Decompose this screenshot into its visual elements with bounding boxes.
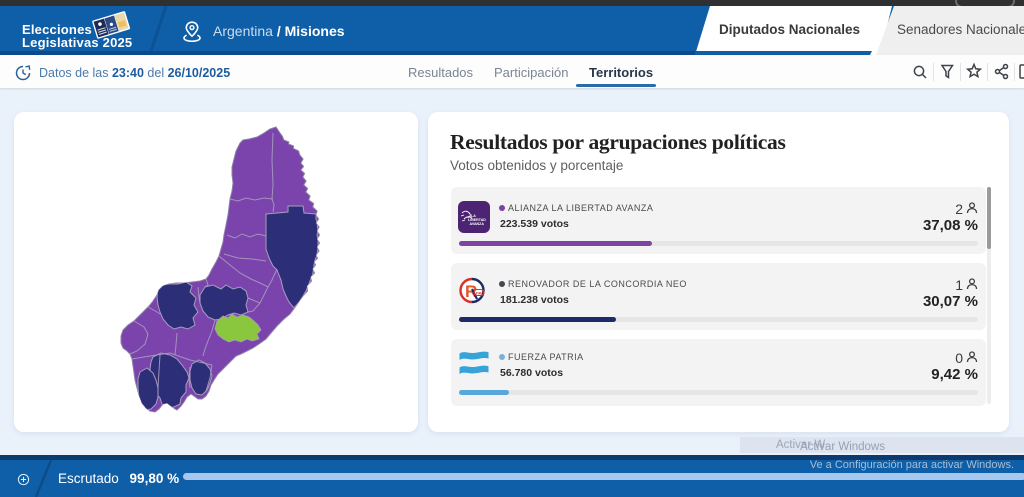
svg-text:LA: LA (471, 214, 476, 218)
svg-text:neo: neo (476, 291, 484, 296)
svg-text:R: R (465, 282, 477, 301)
svg-text:LIBERTAD: LIBERTAD (468, 218, 486, 222)
svg-text:AVANZA: AVANZA (470, 222, 485, 226)
